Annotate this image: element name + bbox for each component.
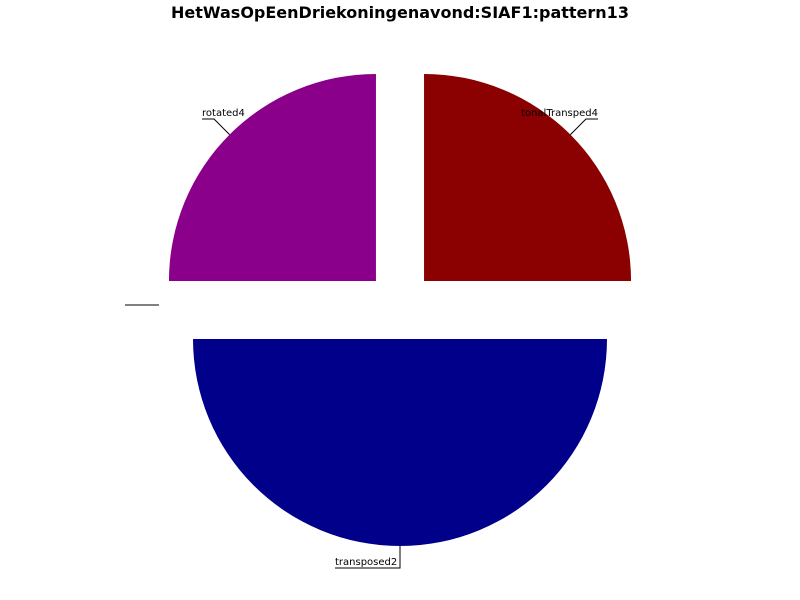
leader-line-transposed2: [335, 546, 401, 569]
pie-slices: [168, 73, 632, 546]
slice-tonal-transped4: [424, 73, 632, 281]
leader-line-tonal-transped4: [570, 118, 598, 135]
label-tonal-transped4: tonalTransped4: [521, 108, 598, 119]
chart-title: HetWasOpEenDriekoningenavond:SIAF1:patte…: [171, 3, 629, 22]
label-transposed2: transposed2: [335, 557, 397, 568]
label-rotated4: rotated4: [202, 108, 245, 119]
slice-transposed2: [193, 339, 607, 546]
slice-labels: transposed2 tonalTransped4 rotated4: [125, 108, 598, 569]
slice-rotated4: [168, 73, 376, 281]
leader-line-rotated4: [202, 118, 230, 135]
